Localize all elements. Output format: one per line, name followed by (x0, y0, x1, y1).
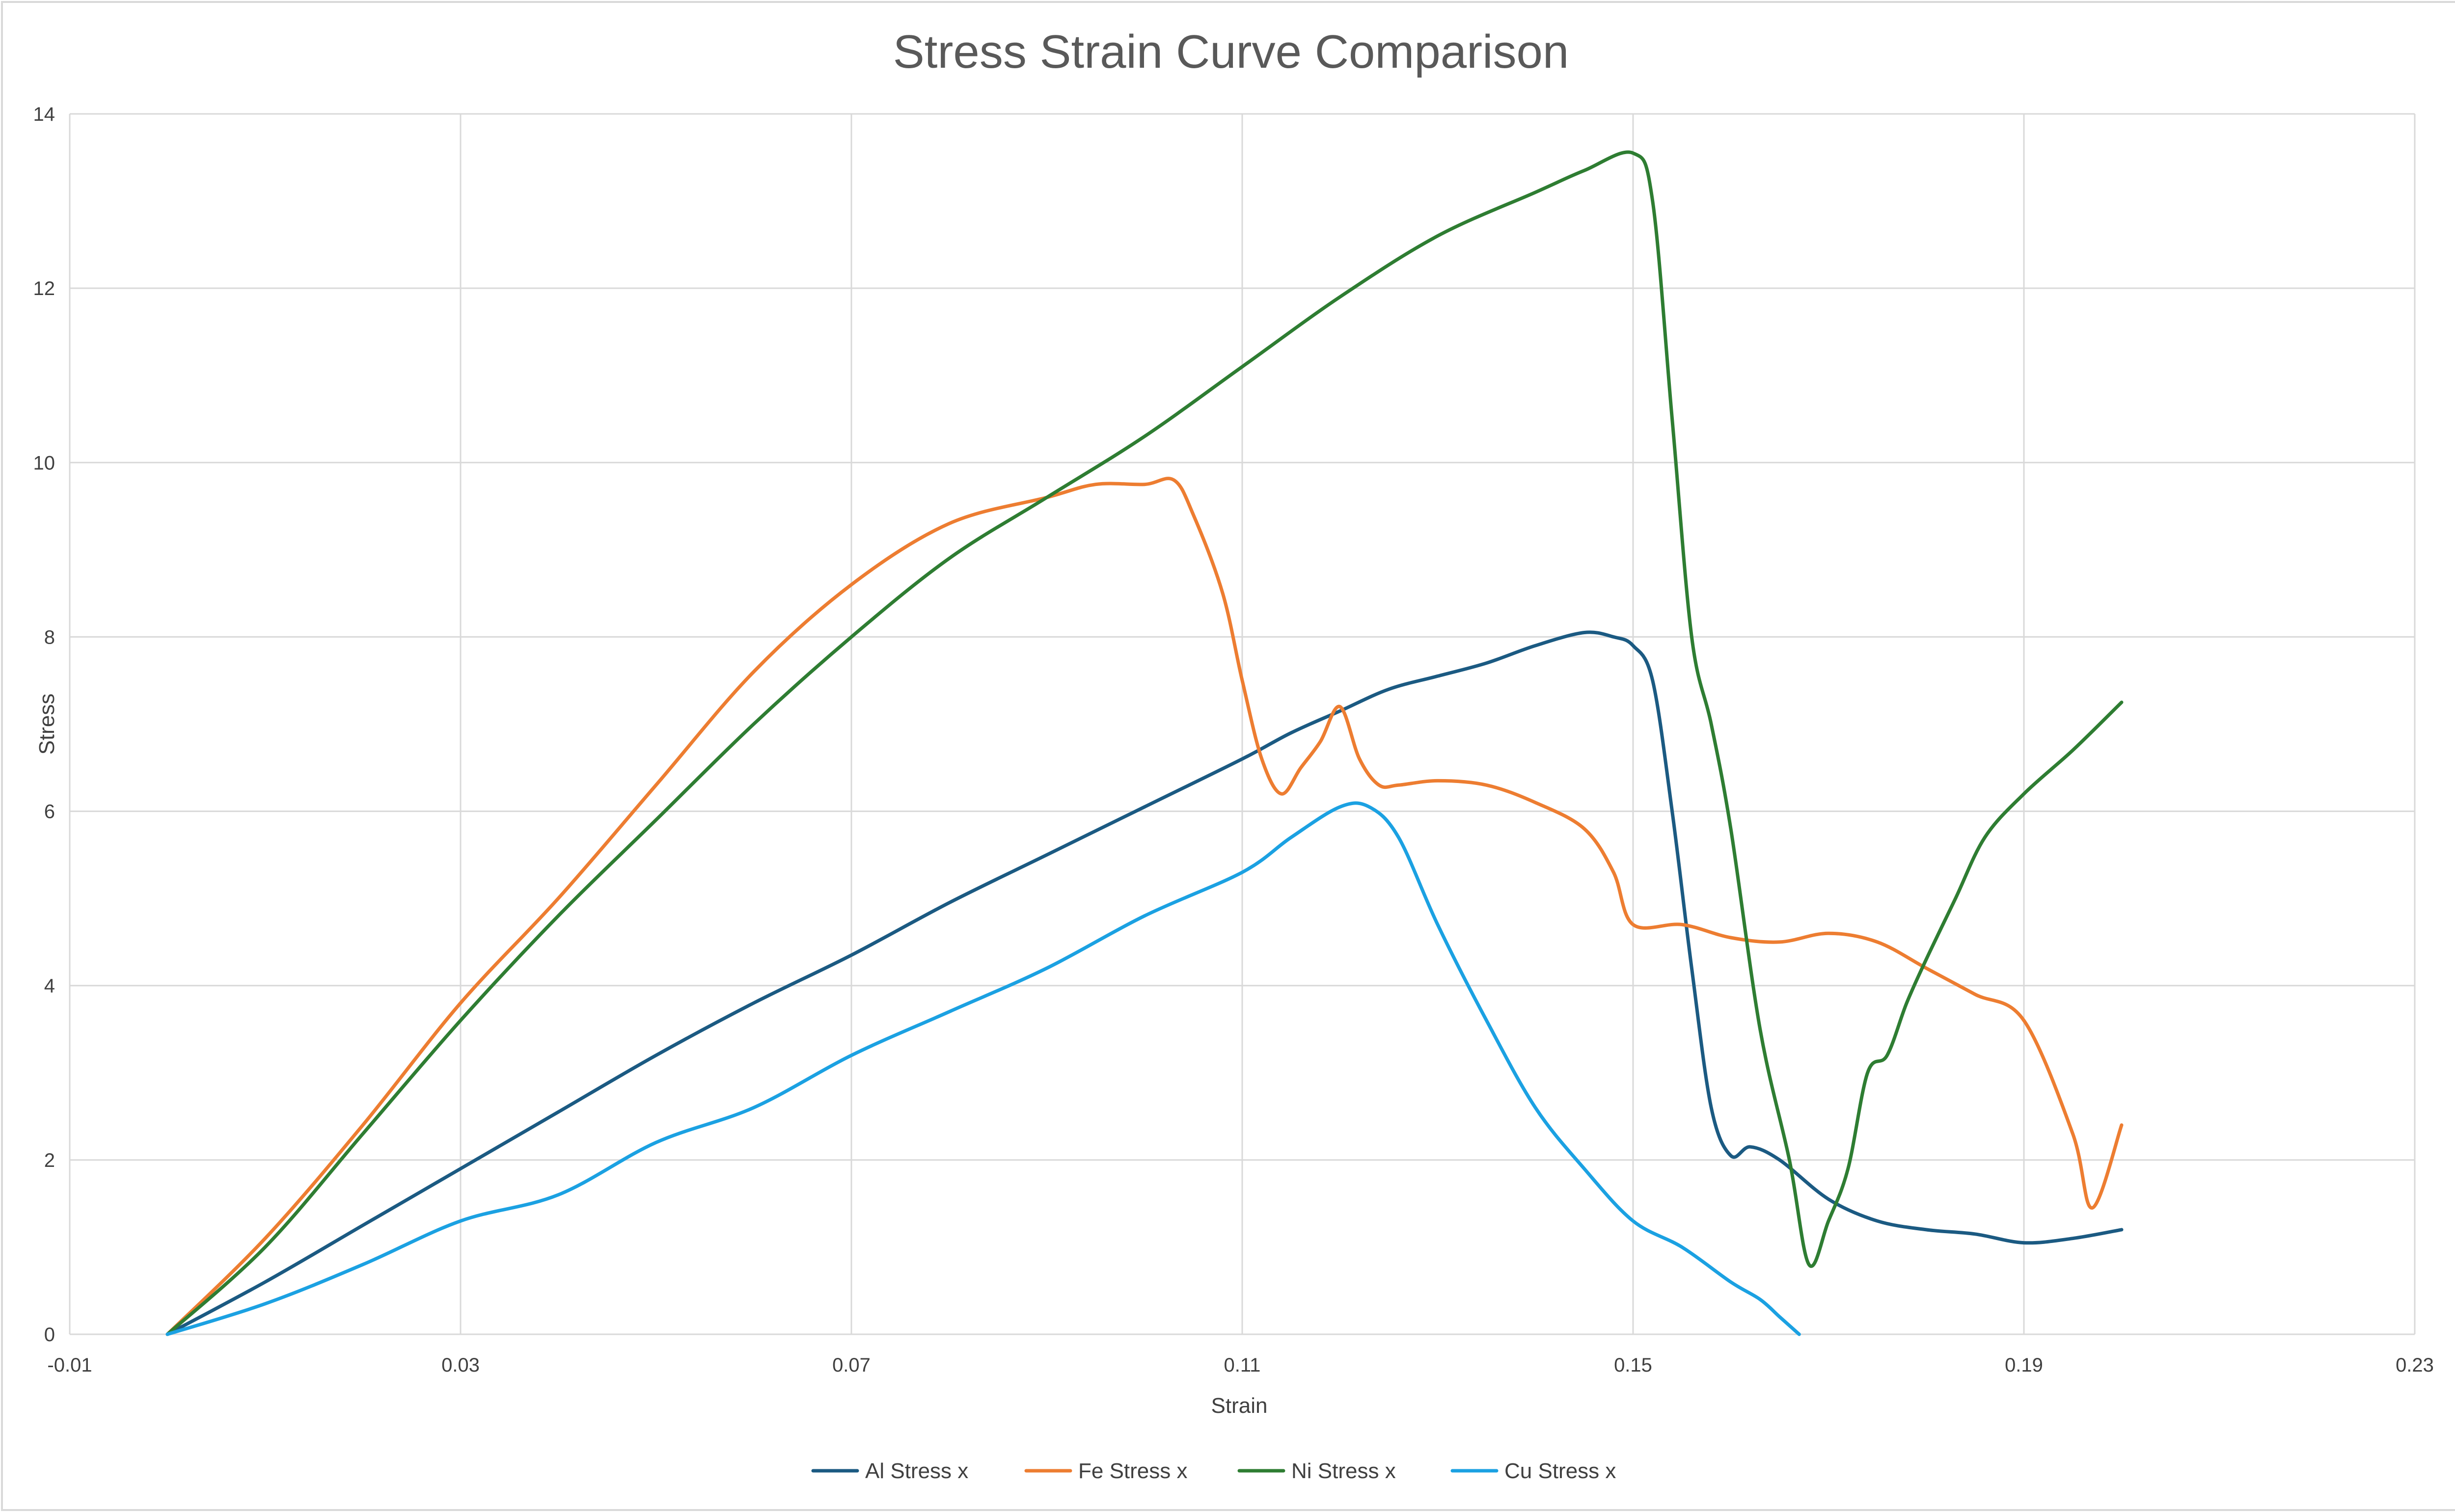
x-axis-title: Strain (1211, 1394, 1268, 1418)
y-tick-label: 4 (44, 975, 55, 997)
y-tick-label: 6 (44, 801, 55, 823)
x-tick-label: -0.01 (47, 1354, 92, 1376)
legend-item-fe-stress-x: Fe Stress x (1024, 1459, 1188, 1483)
y-tick-label: 0 (44, 1324, 55, 1346)
y-tick-label: 14 (33, 104, 55, 125)
x-tick-label: 0.15 (1614, 1354, 1652, 1376)
legend-item-ni-stress-x: Ni Stress x (1237, 1459, 1396, 1483)
legend: Al Stress x Fe Stress x Ni Stress x Cu Stre… (811, 1459, 1616, 1483)
legend-item-al-stress-x: Al Stress x (811, 1459, 968, 1483)
x-axis-ticks: -0.01 0.03 0.07 0.11 0.15 0.19 0.23 (47, 1354, 2434, 1376)
series-line-ni-stress-x (165, 150, 2124, 1336)
y-axis-ticks: 0 2 4 6 8 10 12 14 (33, 104, 55, 1346)
legend-label: Fe Stress x (1078, 1459, 1188, 1483)
legend-item-cu-stress-x: Cu Stress x (1450, 1459, 1616, 1483)
y-tick-label: 8 (44, 626, 55, 648)
legend-label: Al Stress x (865, 1459, 968, 1483)
y-axis-title: Stress (35, 694, 59, 755)
chart-title: Stress Strain Curve Comparison (893, 26, 1569, 78)
series-line-cu-stress-x (165, 801, 1801, 1336)
series-line-al-stress-x (165, 630, 2124, 1336)
y-tick-label: 12 (33, 278, 55, 299)
series-lines (165, 150, 2124, 1336)
x-tick-label: 0.11 (1224, 1354, 1261, 1376)
x-tick-label: 0.07 (832, 1354, 871, 1376)
x-tick-label: 0.03 (441, 1354, 480, 1376)
legend-label: Cu Stress x (1504, 1459, 1616, 1483)
x-tick-label: 0.23 (2396, 1354, 2434, 1376)
series-line-fe-stress-x (165, 477, 2124, 1336)
legend-label: Ni Stress x (1291, 1459, 1396, 1483)
y-tick-label: 10 (33, 452, 55, 474)
x-tick-label: 0.19 (2005, 1354, 2043, 1376)
gridlines (69, 113, 2416, 1335)
y-tick-label: 2 (44, 1150, 55, 1171)
